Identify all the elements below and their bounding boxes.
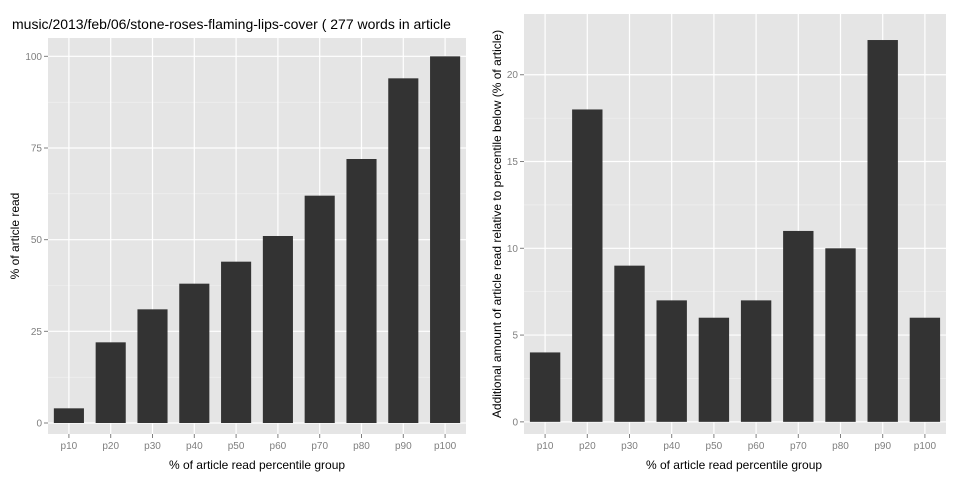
left-bar-p40 xyxy=(179,283,210,423)
left-x-tick-label: p50 xyxy=(228,441,245,452)
left-y-axis: 0 25 50 75 100 xyxy=(25,52,48,430)
left-bar-p70 xyxy=(304,195,335,423)
left-y-tick-label: 75 xyxy=(31,144,43,155)
right-bar-p80 xyxy=(825,248,856,422)
left-y-axis-title: % of article read xyxy=(8,193,22,280)
left-bar-p20 xyxy=(95,342,126,423)
right-y-tick-label: 15 xyxy=(507,157,519,168)
right-bar-p20 xyxy=(572,109,603,422)
left-x-tick-label: p60 xyxy=(270,441,287,452)
right-bar-p60 xyxy=(740,300,772,422)
right-x-tick-label: p30 xyxy=(621,441,638,452)
right-x-tick-label: p100 xyxy=(914,441,937,452)
right-y-tick-label: 10 xyxy=(507,244,519,255)
right-y-tick-label: 20 xyxy=(507,70,519,81)
right-y-axis-title: Additional amount of article read relati… xyxy=(490,30,504,418)
left-x-tick-label: p30 xyxy=(144,441,161,452)
left-bar-p80 xyxy=(346,159,377,423)
right-y-axis: 0 5 10 15 20 xyxy=(507,70,524,428)
right-bar-p70 xyxy=(783,230,814,422)
left-y-tick-label: 100 xyxy=(25,52,42,63)
left-bar-p10 xyxy=(53,408,84,423)
left-bar-p60 xyxy=(262,236,293,423)
right-x-tick-label: p40 xyxy=(663,441,680,452)
right-x-tick-label: p60 xyxy=(748,441,765,452)
right-bar-p10 xyxy=(529,352,561,422)
left-x-tick-label: p70 xyxy=(311,441,328,452)
left-bar-p90 xyxy=(388,78,419,423)
right-x-tick-label: p90 xyxy=(874,441,891,452)
right-bar-p90 xyxy=(867,40,898,422)
right-x-axis-title: % of article read percentile group xyxy=(646,458,822,472)
left-x-tick-label: p90 xyxy=(395,441,412,452)
right-bar-p30 xyxy=(614,265,645,422)
right-bar-p40 xyxy=(656,300,687,422)
right-bars xyxy=(529,40,941,422)
right-chart: 0 5 10 15 20 p10 p20 p30 p40 p50 p60 p70 p80 p90 p100… xyxy=(490,14,946,472)
left-y-tick-label: 0 xyxy=(36,419,42,430)
left-bar-p100 xyxy=(430,56,461,423)
left-y-tick-label: 50 xyxy=(31,235,43,246)
left-y-tick-label: 25 xyxy=(31,327,43,338)
right-x-tick-label: p20 xyxy=(579,441,596,452)
right-x-tick-label: p50 xyxy=(706,441,723,452)
left-x-axis-title: % of article read percentile group xyxy=(169,458,345,472)
left-x-axis: p10 p20 p30 p40 p50 p60 p70 p80 p90 p100 xyxy=(61,434,457,452)
right-y-tick-label: 0 xyxy=(512,417,518,428)
left-x-tick-label: p100 xyxy=(434,441,457,452)
left-x-tick-label: p20 xyxy=(102,441,119,452)
right-y-tick-label: 5 xyxy=(512,331,518,342)
right-x-tick-label: p70 xyxy=(790,441,807,452)
left-bar-p50 xyxy=(221,261,252,423)
left-x-tick-label: p40 xyxy=(186,441,203,452)
left-x-tick-label: p10 xyxy=(61,441,78,452)
right-x-tick-label: p10 xyxy=(537,441,554,452)
chart-title: music/2013/feb/06/stone-roses-flaming-li… xyxy=(12,16,451,32)
right-x-axis: p10 p20 p30 p40 p50 p60 p70 p80 p90 p100 xyxy=(537,434,937,452)
right-bar-p50 xyxy=(698,317,730,422)
left-x-tick-label: p80 xyxy=(353,441,370,452)
left-bars xyxy=(53,56,461,423)
right-bar-p100 xyxy=(909,317,941,422)
left-bar-p30 xyxy=(137,309,168,423)
right-x-tick-label: p80 xyxy=(832,441,849,452)
